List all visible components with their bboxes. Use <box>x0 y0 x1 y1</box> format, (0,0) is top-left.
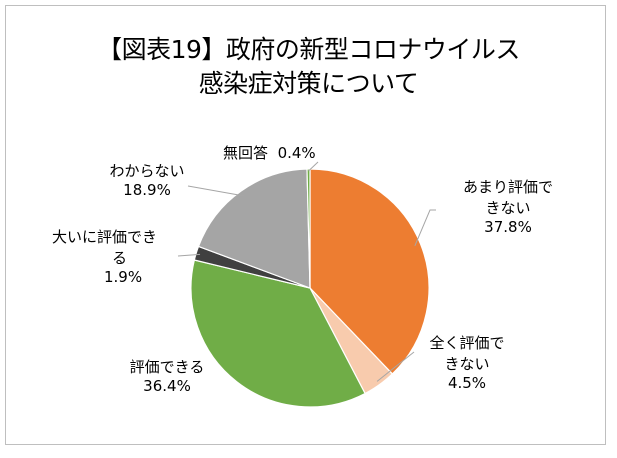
label-hyouka-dekiru: 評価できる 36.4% <box>129 358 205 395</box>
leader-mattaku <box>376 351 415 382</box>
label-amari-hyouka-dekinai: あまり評価で きない 37.8% <box>462 178 553 236</box>
label-wakaranai: わからない 18.9% <box>109 162 185 199</box>
chart-title-line-2: 感染症対策について <box>198 69 419 98</box>
chart-title-line-1: 【図表19】政府の新型コロナウイルス <box>97 35 520 64</box>
leader-oini <box>177 253 201 257</box>
label-mattaku-hyouka-dekinai: 全く評価で きない 4.5% <box>429 334 505 392</box>
leader-wakaranai <box>187 185 245 197</box>
leader-mukaitou <box>308 161 319 172</box>
slice-amari-hyouka-dekinai <box>309 168 430 375</box>
leader-amari <box>414 209 436 247</box>
label-oini-hyouka-dekiru: 大いに評価でき る 1.9% <box>52 228 158 286</box>
slice-hyouka-dekiru <box>190 259 366 408</box>
slice-wakaranai <box>197 168 311 289</box>
label-mukaitou: 無回答 0.4% <box>223 144 316 162</box>
